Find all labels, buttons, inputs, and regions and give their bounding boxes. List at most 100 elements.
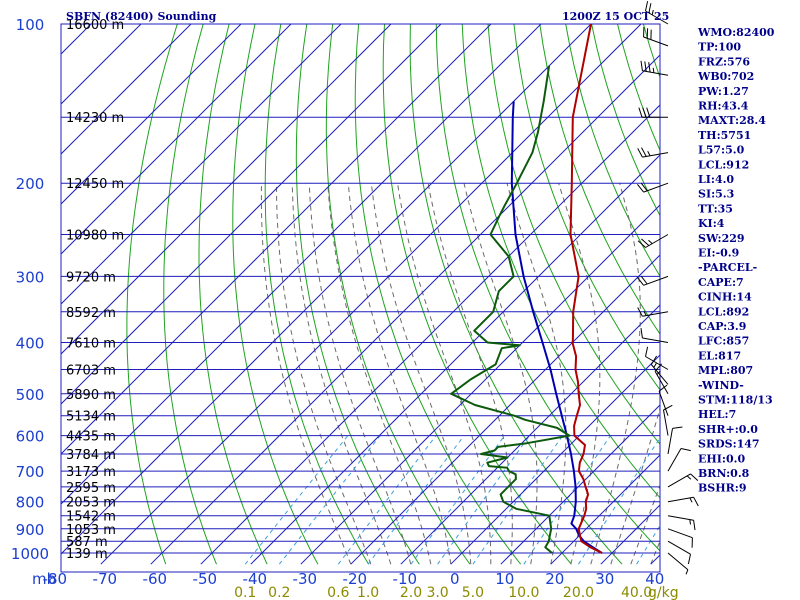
height-label: 5890 m [66, 388, 116, 403]
pressure-tick-label: 700 [16, 463, 45, 481]
y-unit-label: mb [32, 570, 56, 588]
isotherm [350, 254, 660, 565]
pressure-tick-label: 900 [16, 521, 45, 539]
wind-barb-staff [667, 496, 694, 503]
isotherm [500, 404, 660, 565]
temperature-trace [569, 24, 603, 554]
dry-adiabat [461, 24, 660, 499]
wind-barb-staff [642, 70, 669, 76]
mixing-ratio-line [523, 435, 611, 565]
isotherm [100, 24, 642, 565]
dry-adiabat [539, 24, 660, 335]
index-item: SW:229 [698, 232, 745, 245]
wind-barb-feather [640, 182, 648, 192]
wind-barb-staff [645, 234, 669, 248]
isotherm [450, 354, 660, 565]
temperature-tick-label: 20 [545, 570, 564, 588]
dry-adiabat [487, 24, 660, 445]
wind-barb-feather [680, 448, 691, 452]
wind-barb [650, 355, 669, 385]
temperature-tick-label: -30 [293, 570, 318, 588]
wind-barb [643, 26, 669, 47]
dry-adiabat [409, 24, 623, 565]
wind-barb-feather [690, 473, 699, 481]
index-item: LI:4.0 [698, 173, 734, 186]
isotherm [250, 154, 660, 565]
wind-barb-staff [667, 528, 693, 539]
wind-barb-feather [651, 9, 654, 16]
height-label: 14230 m [66, 111, 124, 126]
wind-barb-staff [643, 182, 669, 193]
isotherm [61, 24, 192, 155]
index-item: LFC:857 [698, 335, 749, 348]
isotherm [61, 24, 542, 505]
wind-barb-feather [672, 426, 683, 429]
wind-barb [667, 515, 696, 531]
isotherms [61, 24, 660, 565]
temperature-trace-group [569, 24, 603, 554]
moist-adiabat [590, 183, 641, 565]
height-label: 139 m [66, 547, 108, 562]
mixing-ratio-unit: g/kg [648, 585, 679, 600]
height-label: 16600 m [66, 18, 124, 33]
dry-adiabat [232, 24, 319, 565]
wind-barb-feather [656, 370, 661, 375]
index-item: LCL:892 [698, 305, 749, 318]
temperature-axis-labels: -80 -70 -60 -50 -40 -30 -20 -10 0 10 20 30 40 [43, 570, 665, 588]
wind-barb-feather [652, 67, 655, 73]
wind-barb-feather [645, 1, 649, 12]
index-item: FRZ:576 [698, 55, 750, 68]
wind-barb-staff [654, 370, 669, 395]
parcel-trace-group [510, 101, 603, 554]
moist-adiabat [370, 183, 472, 565]
wind-barb-feather [637, 307, 643, 317]
wind-barb [637, 182, 669, 193]
wind-barb-feather [644, 61, 647, 72]
wind-barb [658, 384, 669, 416]
isotherm [61, 24, 492, 455]
wind-barb-feather [647, 151, 651, 156]
wind-barb-feather [687, 554, 691, 565]
wind-barb [667, 496, 699, 507]
height-label: 8592 m [66, 306, 116, 321]
height-label: 9720 m [66, 270, 116, 285]
wind-barb-staff [667, 473, 691, 488]
dry-adiabat [513, 24, 660, 391]
index-item: EL:817 [698, 349, 741, 362]
wind-barb-feather [645, 346, 649, 357]
wind-barb-feather [638, 107, 643, 118]
mixing-ratio-label: 20.0 [563, 585, 594, 600]
moist-adiabat [291, 183, 392, 565]
index-item: CINH:14 [698, 291, 752, 304]
wind-barb-feather [641, 238, 650, 246]
index-item: L57:5.0 [698, 144, 745, 157]
wind-barb [637, 234, 669, 248]
mixing-ratio-label: 1.0 [357, 585, 379, 600]
wind-barb-feather [642, 107, 647, 118]
pressure-tick-label: 800 [16, 494, 45, 512]
wind-barb-feather [637, 148, 643, 158]
wind-barb-staff [667, 428, 673, 455]
mixing-ratio-label: 5.0 [462, 585, 484, 600]
moist-adiabat [260, 183, 352, 565]
wind-barb-feather [653, 362, 657, 368]
height-label: 4435 m [66, 430, 116, 445]
isotherm [550, 454, 660, 565]
height-label: 12450 m [66, 177, 124, 192]
mixing-ratio-line [337, 435, 437, 565]
temperature-tick-label: 0 [450, 570, 460, 588]
wind-barb-feather [658, 384, 668, 392]
index-item: BRN:0.8 [698, 467, 750, 480]
wind-barb-feather [637, 277, 644, 286]
wind-barb-staff [667, 552, 689, 571]
mixing-ratio-line [278, 435, 381, 565]
pressure-labels: 100 200 300 400 500 600 700 800 900 1000 [11, 16, 49, 563]
wind-barb-feather [646, 107, 651, 118]
moist-adiabat [506, 183, 567, 565]
isotherm [61, 24, 292, 255]
mixing-ratio-lines [244, 435, 660, 565]
moist-adiabat [427, 183, 513, 565]
wind-barb-feather [648, 62, 651, 73]
